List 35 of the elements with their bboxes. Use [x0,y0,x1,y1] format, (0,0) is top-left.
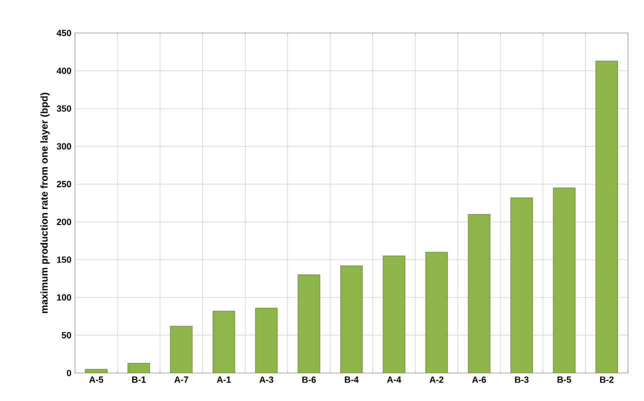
bar [596,60,618,373]
x-tick-label: B-1 [132,376,146,383]
y-tick-label: 0 [66,370,72,376]
x-tick-label: A-3 [259,376,274,383]
bar [382,256,406,373]
y-tick-label: 400 [56,68,72,74]
bar [340,266,363,373]
y-tick-label: 450 [56,30,72,36]
y-tick-label: 100 [57,294,72,301]
y-tick-label: 300 [56,143,72,150]
y-axis-title: maximum production rate from one layer (bpd) [40,92,50,314]
x-tick-label: A-2 [430,376,444,383]
x-tick-label: A-5 [89,376,104,383]
y-tick-label: 150 [57,256,72,263]
bar [468,214,490,373]
x-tick-label: A-4 [387,376,402,383]
y-tick-label: 200 [56,218,72,226]
x-tick-label: B-5 [558,376,572,383]
y-tick-label: 250 [56,180,72,188]
y-tick-label: 350 [56,105,72,112]
x-tick-label: A-7 [174,376,188,383]
x-tick-label: B-6 [302,376,316,383]
bar [212,310,236,373]
bar [510,198,533,373]
bar [553,188,576,373]
x-tick-label: B-3 [515,376,529,383]
x-tick-label: B-2 [600,376,614,383]
x-tick-label: A-6 [472,376,486,383]
y-tick-label: 50 [62,332,72,338]
bar [425,252,448,373]
bar [298,274,320,373]
x-tick-label: A-1 [216,376,231,383]
x-tick-label: B-4 [344,376,359,383]
bar [255,308,278,373]
bar [170,326,193,373]
